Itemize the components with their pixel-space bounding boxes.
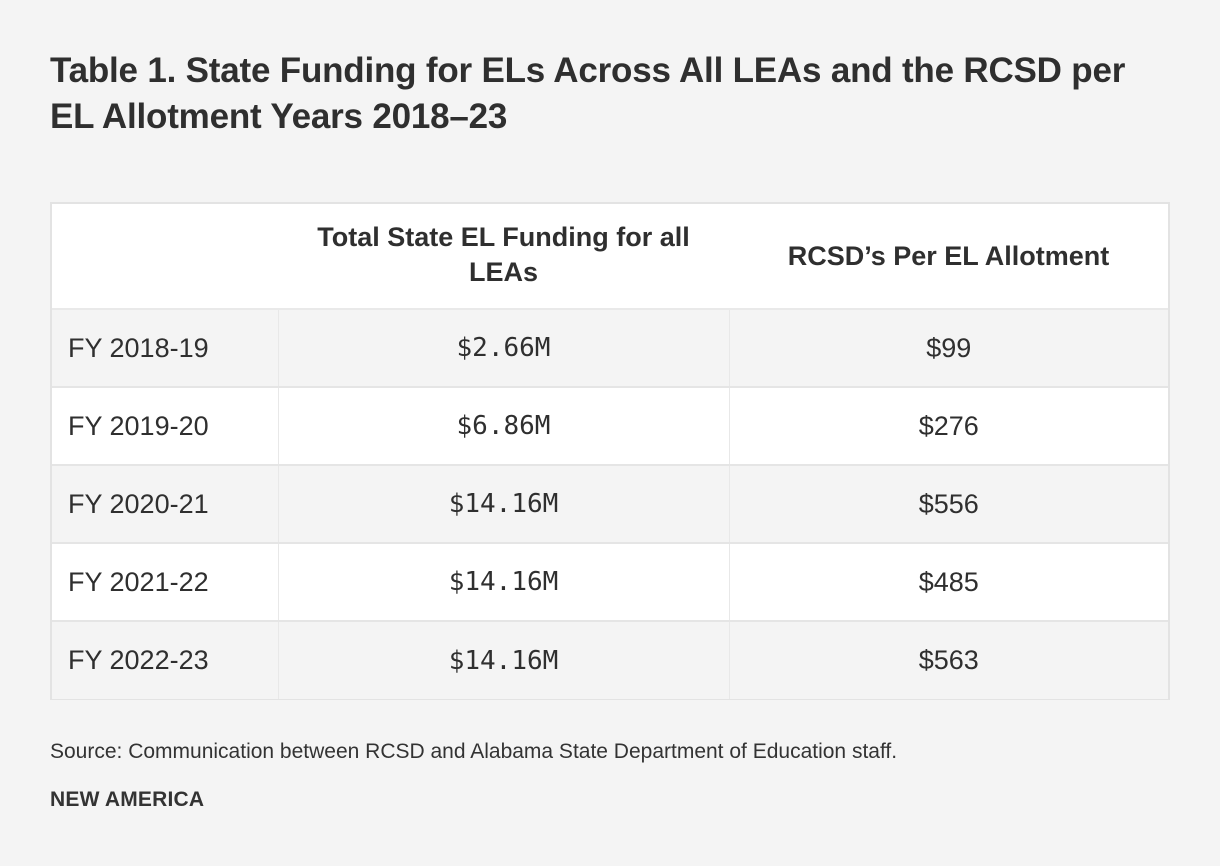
cell-funding: $14.16M	[278, 542, 730, 621]
cell-year: FY 2018-19	[52, 309, 279, 387]
cell-allotment: $485	[729, 542, 1168, 621]
cell-year: FY 2020-21	[52, 464, 279, 543]
source-note: Source: Communication between RCSD and A…	[50, 740, 898, 763]
table-row: FY 2020-21 $14.16M $556	[52, 464, 1168, 543]
table-row: FY 2022-23 $14.16M $563	[52, 620, 1168, 699]
cell-funding: $14.16M	[278, 464, 730, 543]
cell-year: FY 2021-22	[52, 542, 279, 621]
header-funding-label: Total State EL Funding for all LEAs	[317, 222, 690, 287]
header-row: Total State EL Funding for all LEAs RCSD…	[52, 204, 1168, 310]
table-row: FY 2021-22 $14.16M $485	[52, 542, 1168, 621]
cell-allotment: $276	[729, 386, 1168, 465]
cell-allotment: $563	[729, 620, 1168, 699]
cell-year: FY 2022-23	[52, 620, 279, 699]
table-row: FY 2019-20 $6.86M $276	[52, 386, 1168, 465]
cell-year: FY 2019-20	[52, 386, 279, 465]
cell-allotment: $99	[926, 332, 972, 363]
cell-allotment: $556	[729, 464, 1168, 543]
cell-funding: $2.66M	[278, 309, 730, 387]
header-year	[52, 204, 278, 310]
data-table: Total State EL Funding for all LEAs RCSD…	[52, 204, 1168, 699]
table-row: FY 2018-19 $2.66M $99	[52, 309, 1168, 387]
cell-funding: $14.16M	[278, 620, 730, 699]
header-funding: Total State EL Funding for all LEAs	[278, 204, 729, 310]
funding-table: Total State EL Funding for all LEAs RCSD…	[50, 202, 1170, 700]
table-title: Table 1. State Funding for ELs Across Al…	[50, 51, 1126, 136]
header-allotment: RCSD’s Per EL Allotment	[729, 204, 1168, 310]
brand-label: NEW AMERICA	[50, 788, 205, 811]
cell-funding: $6.86M	[278, 386, 730, 465]
